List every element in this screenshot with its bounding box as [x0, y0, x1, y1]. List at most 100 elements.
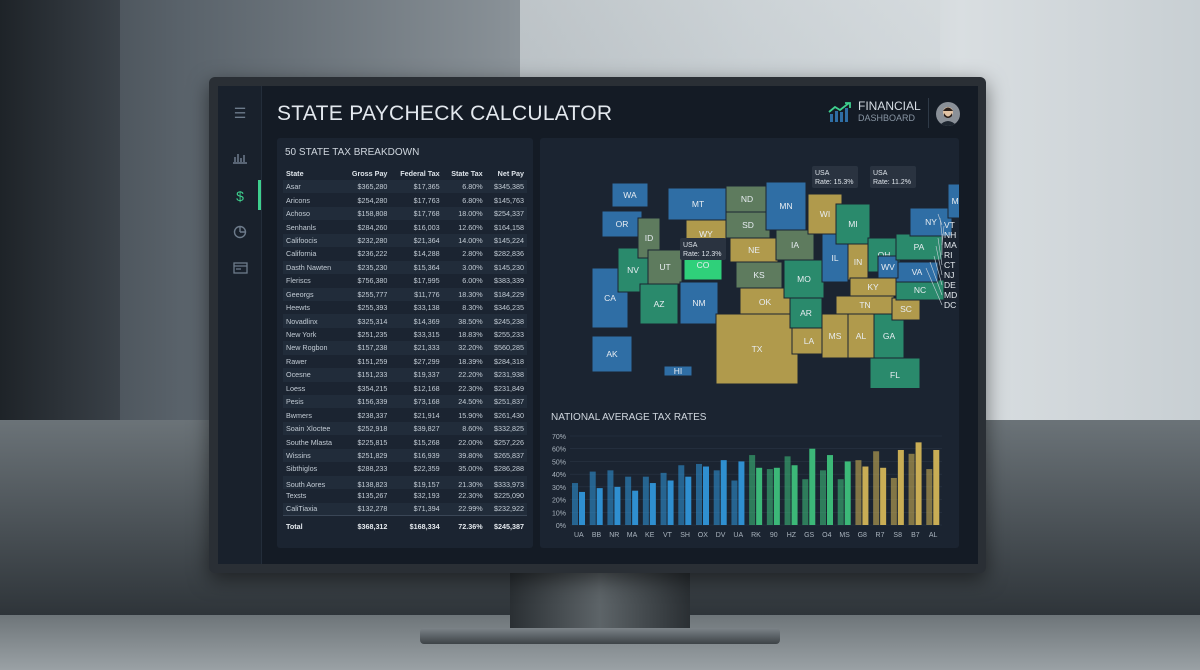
table-row[interactable]: Pesis $156,339 $73,168 24.50% $251,837: [283, 395, 527, 409]
table-row[interactable]: Rawer $151,259 $27,299 18.39% $284,318: [283, 355, 527, 368]
bar-s8-b[interactable]: [897, 449, 904, 525]
bar-al-a[interactable]: [926, 469, 933, 525]
bar-ma-b[interactable]: [632, 490, 639, 525]
bar-bb-a[interactable]: [589, 471, 596, 525]
table-row[interactable]: Senhanls $284,260 $16,003 12.60% $164,158: [283, 220, 527, 233]
bar-chart-icon[interactable]: [230, 149, 250, 169]
column-header[interactable]: State: [286, 168, 304, 178]
table-row[interactable]: South Aores $138,823 $19,157 21.30% $333,973: [283, 475, 527, 490]
bar-90-b[interactable]: [773, 467, 780, 525]
state-nm[interactable]: [679, 281, 719, 325]
column-header[interactable]: Net Pay: [497, 168, 524, 178]
bar-ua-b[interactable]: [738, 461, 745, 525]
bar-b7-b[interactable]: [915, 442, 922, 525]
bar-sh-b[interactable]: [685, 476, 692, 525]
bar-ms-a[interactable]: [837, 479, 844, 525]
table-row[interactable]: CaliTiaxia $132,278 $71,394 22.99% $232,922: [283, 502, 527, 516]
state-or[interactable]: [601, 210, 643, 238]
bar-gs-b[interactable]: [809, 448, 816, 525]
bar-ma-a[interactable]: [625, 476, 632, 525]
bar-vt-a[interactable]: [660, 472, 667, 525]
bar-90-a[interactable]: [766, 469, 773, 525]
bar-o4-a[interactable]: [820, 470, 826, 525]
column-header[interactable]: Gross Pay: [351, 168, 388, 178]
table-row[interactable]: Novadlinx $325,314 $14,369 38.50% $245,238: [283, 314, 527, 328]
bar-ua-b[interactable]: [579, 491, 585, 525]
table-row[interactable]: New York $251,235 $33,315 18.83% $255,233: [283, 328, 527, 341]
state-mt[interactable]: [667, 187, 729, 221]
state-mi[interactable]: [835, 203, 871, 245]
table-row[interactable]: New Rogbon $157,238 $21,333 32.20% $560,285: [283, 341, 527, 355]
bar-hz-b[interactable]: [791, 465, 798, 525]
bar-ua-a[interactable]: [572, 483, 578, 525]
bar-rk-b[interactable]: [756, 467, 763, 525]
bar-bb-b[interactable]: [596, 488, 603, 525]
column-header[interactable]: State Tax: [451, 168, 483, 178]
table-row[interactable]: Asar $365,280 $17,365 6.80% $345,385: [283, 180, 527, 194]
table-row[interactable]: Ocesne $151,233 $19,337 22.20% $231,938: [283, 368, 527, 382]
table-row[interactable]: Dasth Nawten $235,230 $15,364 3.00% $145,230: [283, 260, 527, 275]
state-nd[interactable]: [725, 185, 769, 213]
bar-g8-a[interactable]: [855, 460, 862, 525]
state-hi[interactable]: [663, 365, 693, 377]
bar-ox-a[interactable]: [696, 463, 702, 525]
state-wa[interactable]: [611, 182, 649, 208]
avatar[interactable]: [936, 102, 960, 126]
bar-rk-a[interactable]: [749, 455, 756, 525]
bar-r7-a[interactable]: [873, 451, 880, 525]
table-row[interactable]: Southe Mlasta $225,815 $15,268 22.00% $257,2…: [283, 435, 527, 448]
bar-g8-b[interactable]: [862, 466, 869, 525]
bar-ke-a[interactable]: [642, 476, 649, 525]
state-ar[interactable]: [789, 297, 823, 329]
bar-dv-b[interactable]: [720, 460, 727, 525]
state-ut[interactable]: [647, 249, 683, 285]
state-wv[interactable]: [877, 255, 899, 279]
dollar-icon[interactable]: $: [236, 188, 244, 204]
bar-nr-b[interactable]: [614, 486, 621, 525]
bar-o4-b[interactable]: [827, 455, 833, 525]
table-row[interactable]: Geeorgs $255,777 $11,776 18.30% $184,229: [283, 287, 527, 301]
column-header[interactable]: Federal Tax: [400, 168, 440, 178]
state-ia[interactable]: [775, 229, 815, 261]
state-az[interactable]: [639, 283, 679, 325]
state-ak[interactable]: [591, 335, 633, 373]
bar-nr-a[interactable]: [607, 470, 614, 525]
bar-vt-b[interactable]: [667, 480, 674, 526]
table-row[interactable]: Loess $354,215 $12,168 22.30% $231,849: [283, 382, 527, 395]
menu-icon[interactable]: ☰: [233, 105, 247, 121]
table-row[interactable]: Achoso $158,808 $17,768 18.00% $254,337: [283, 206, 527, 221]
state-fl[interactable]: [869, 357, 921, 388]
bar-ua-a[interactable]: [731, 480, 738, 526]
bar-dv-a[interactable]: [713, 470, 720, 525]
table-row[interactable]: Texsts $135,267 $32,193 22.30% $225,090: [283, 489, 527, 502]
state-mn[interactable]: [765, 181, 807, 231]
bar-ms-b[interactable]: [844, 461, 851, 525]
bar-r7-b[interactable]: [880, 467, 887, 525]
state-tx[interactable]: [715, 313, 799, 385]
table-row[interactable]: California $236,222 $14,288 2.80% $282,836: [283, 247, 527, 260]
state-sd[interactable]: [725, 211, 771, 239]
table-row[interactable]: Sibthiglos $288,233 $22,359 35.00% $286,288: [283, 462, 527, 475]
table-row[interactable]: Soain Xloctee $252,918 $39,827 8.60% $332,82…: [283, 421, 527, 436]
table-row[interactable]: Bwmers $238,337 $21,914 15.90% $261,430: [283, 408, 527, 421]
state-me[interactable]: [947, 183, 959, 219]
table-row[interactable]: Wissins $251,829 $16,939 39.80% $265,837: [283, 448, 527, 463]
bar-ke-b[interactable]: [649, 483, 656, 525]
bar-gs-a[interactable]: [802, 479, 809, 525]
state-ny[interactable]: [909, 207, 953, 237]
bar-s8-a[interactable]: [890, 477, 897, 525]
bar-al-b[interactable]: [933, 449, 940, 525]
pie-chart-icon[interactable]: [230, 224, 250, 244]
state-al[interactable]: [847, 313, 875, 359]
bar-ox-b[interactable]: [703, 466, 709, 525]
bar-hz-a[interactable]: [784, 456, 791, 525]
state-la[interactable]: [791, 327, 827, 355]
state-pa[interactable]: [895, 233, 943, 261]
bar-sh-a[interactable]: [678, 465, 685, 525]
state-ok[interactable]: [739, 287, 791, 317]
table-row[interactable]: Aricons $254,280 $17,763 6.80% $145,763: [283, 193, 527, 206]
state-ks[interactable]: [735, 261, 783, 289]
table-row[interactable]: Califoocis $232,280 $21,364 14.00% $145,224: [283, 233, 527, 248]
table-row[interactable]: Heewts $255,393 $33,138 8.30% $346,235: [283, 301, 527, 314]
card-icon[interactable]: [230, 259, 250, 279]
